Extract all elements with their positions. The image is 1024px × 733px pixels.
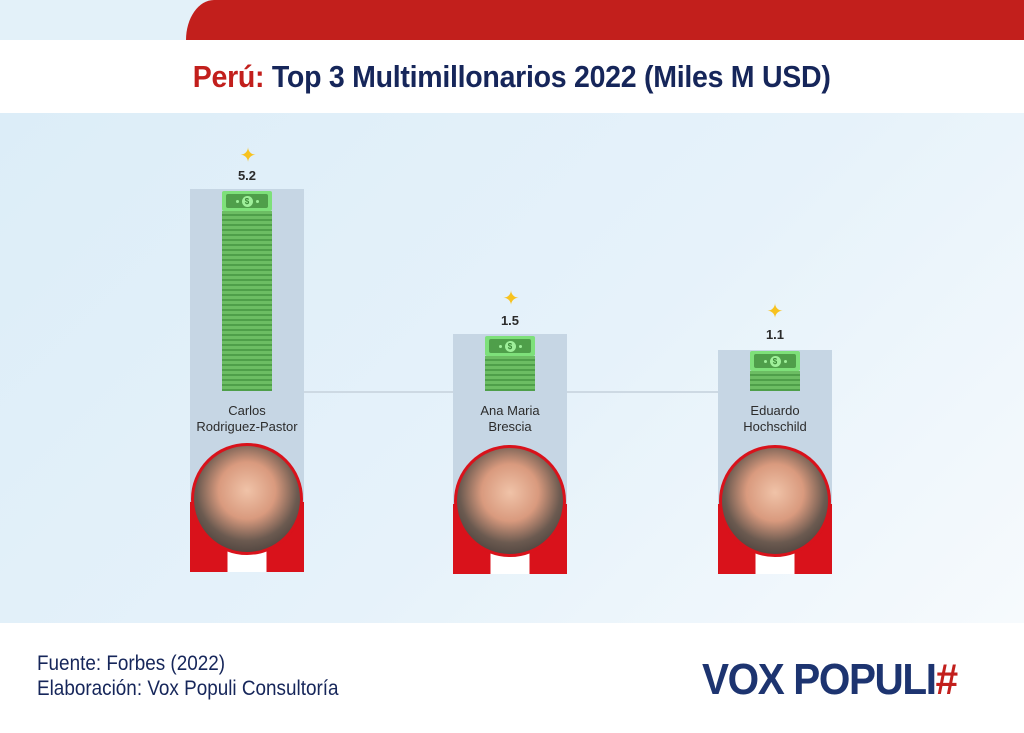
title-bar: Perú: Top 3 Multimillonarios 2022 (Miles… — [0, 40, 1024, 113]
title-main: Top 3 Multimillonarios 2022 (Miles M USD… — [264, 58, 831, 94]
value-label-2: 1.5 — [500, 313, 520, 328]
peru-flag-badge-3 — [718, 442, 832, 574]
hash-icon: # — [935, 655, 959, 704]
avatar-eduardo-hochschild — [719, 445, 831, 557]
bar-name-3: Eduardo Hochschild — [743, 403, 807, 434]
money-bill-icon: $ — [222, 191, 272, 211]
source-line: Fuente: Forbes (2022) — [37, 652, 226, 675]
money-stack-bar-3 — [750, 371, 800, 391]
top-red-banner — [186, 0, 1024, 40]
avatar-carlos-rodriguez-pastor — [191, 443, 303, 555]
value-label-1: 5.2 — [237, 168, 257, 183]
value-label-3: 1.1 — [765, 327, 785, 342]
money-bill-icon: $ — [485, 336, 535, 356]
peru-flag-badge-1 — [190, 440, 304, 572]
bar-name-1: Carlos Rodriguez-Pastor — [196, 403, 298, 434]
title-accent: Perú: — [193, 58, 265, 94]
money-stack-bar-2 — [485, 356, 535, 391]
vox-populi-logo: VOX POPULI# — [702, 655, 959, 704]
money-stack-bar-1 — [222, 211, 272, 391]
credit-line: Elaboración: Vox Populi Consultoría — [37, 677, 339, 700]
sparkle-icon: ✦ — [502, 288, 520, 310]
bar-name-2: Ana Maria Brescia — [480, 403, 540, 434]
chart-title: Perú: Top 3 Multimillonarios 2022 (Miles… — [193, 59, 831, 95]
peru-flag-badge-2 — [453, 442, 567, 574]
sparkle-icon: ✦ — [766, 301, 784, 323]
money-bill-icon: $ — [750, 351, 800, 371]
footer — [0, 623, 1024, 733]
source-note: Fuente: Forbes (2022) Elaboración: Vox P… — [37, 651, 339, 701]
avatar-ana-maria-brescia — [454, 445, 566, 557]
sparkle-icon: ✦ — [239, 145, 257, 167]
